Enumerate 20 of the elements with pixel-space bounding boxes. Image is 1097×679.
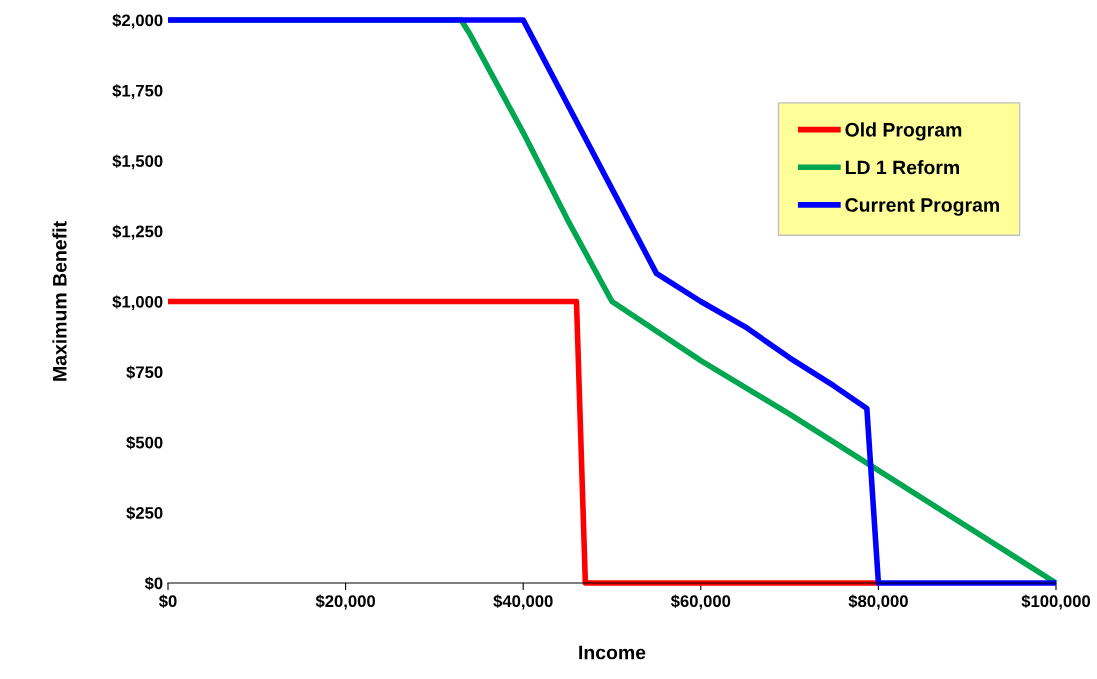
y-tick-label: $250: [126, 506, 163, 520]
y-tick-label: $500: [126, 435, 163, 450]
x-tick-label: $20,000: [315, 594, 376, 610]
y-tick-label: $1,750: [112, 84, 163, 99]
x-tick-label: $40,000: [493, 594, 553, 610]
y-tick-label: $1,500: [112, 154, 163, 170]
x-axis-title: Income: [579, 645, 646, 660]
y-tick-label: $750: [126, 365, 163, 380]
y-axis-title: Maximum Benefit: [52, 221, 67, 381]
legend-label: LD 1 Reform: [845, 160, 960, 175]
legend-label: Old Program: [845, 122, 962, 141]
y-tick-label: $2,000: [112, 13, 163, 29]
x-tick-label: $80,000: [848, 594, 908, 610]
y-tick-label: $1,000: [112, 295, 163, 311]
x-tick-label: $60,000: [670, 594, 731, 610]
x-tick-label: $100,000: [1021, 594, 1091, 610]
x-tick-label: $0: [158, 594, 177, 609]
legend-label: Current Program: [845, 198, 999, 216]
y-tick-label: $1,250: [112, 224, 163, 240]
y-tick-label: $0: [144, 576, 163, 591]
